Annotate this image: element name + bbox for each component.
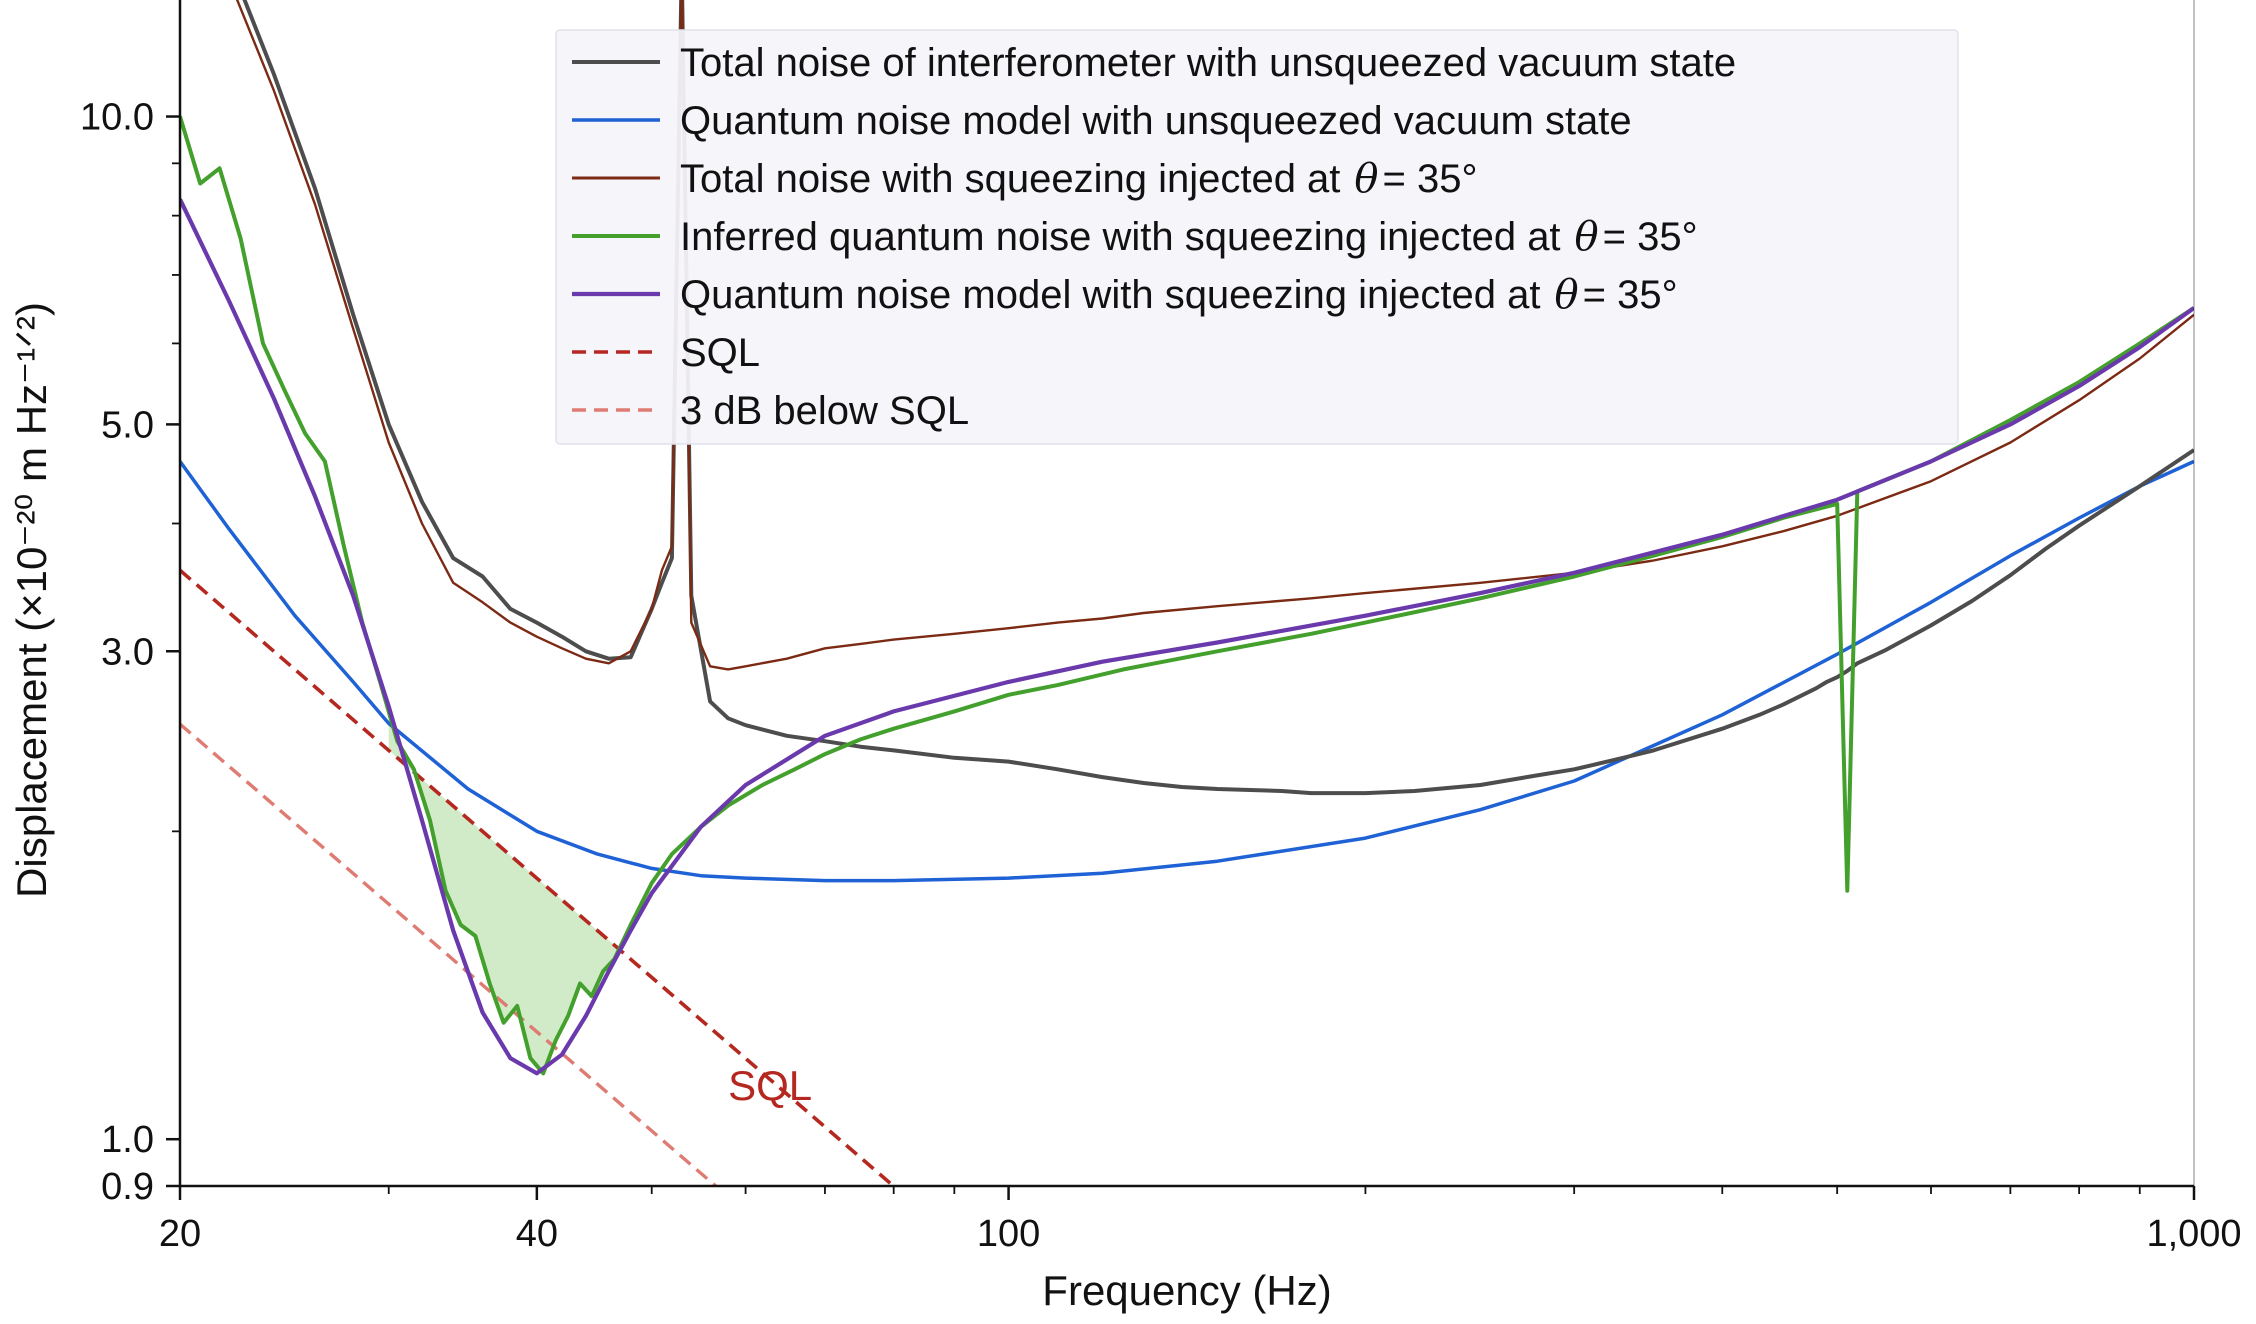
y-axis-label: Displacement (×10⁻²⁰ m Hz⁻¹ᐟ²) (8, 302, 55, 898)
legend-label-total_unsqueezed: Total noise of interferometer with unsqu… (680, 41, 1736, 85)
series-line-qn_model_unsqueezed (180, 459, 2194, 883)
plot-area (180, 0, 2194, 1186)
x-tick-label: 40 (516, 1213, 558, 1255)
legend-label-sql: SQL (680, 331, 760, 375)
series-line-total_unsqueezed (242, 0, 2194, 796)
y-tick-label: 3.0 (101, 631, 154, 673)
series-line-qn_model_squeezed (180, 198, 2194, 1076)
legend-theta-symbol: θ (1575, 214, 1599, 260)
legend: Total noise of interferometer with unsqu… (555, 29, 1959, 445)
legend-theta-symbol: θ (1354, 156, 1378, 202)
legend-theta-value: = 35° (1383, 157, 1478, 201)
y-tick-label: 10.0 (80, 97, 154, 139)
y-tick-label: 5.0 (101, 404, 154, 446)
x-tick-label: 20 (159, 1213, 201, 1255)
x-axis-label: Frequency (Hz) (1042, 1267, 1331, 1314)
legend-box (555, 29, 1959, 445)
series-line-total_squeezed (235, 0, 2194, 671)
axes (178, 0, 2195, 1188)
legend-theta-symbol: θ (1555, 272, 1579, 318)
x-tick-label: 1,000 (2146, 1213, 2241, 1255)
x-tick-label: 100 (977, 1213, 1040, 1255)
legend-label-qn_model_unsqueezed: Quantum noise model with unsqueezed vacu… (680, 99, 1632, 143)
legend-theta-value: = 35° (1583, 273, 1678, 317)
legend-label-inferred_squeezed: Inferred quantum noise with squeezing in… (680, 214, 1698, 260)
series-line-sql (180, 568, 897, 1186)
ticks: 20 40 100 1,000 0.9 1.0 3.0 5.0 10.0 (80, 97, 2242, 1255)
y-tick-label: 1.0 (101, 1119, 154, 1161)
sql-annotation: SQL (728, 1062, 812, 1109)
series-line-sql_3db (180, 722, 719, 1186)
legend-label-total_squeezed: Total noise with squeezing injected at θ =… (680, 156, 1477, 202)
y-tick-label: 0.9 (101, 1166, 154, 1208)
legend-label-qn_model_squeezed: Quantum noise model with squeezing injec… (680, 272, 1678, 318)
series-layer (180, 0, 2194, 1186)
legend-label-sql_3db: 3 dB below SQL (680, 389, 969, 433)
legend-theta-value: = 35° (1603, 215, 1698, 259)
